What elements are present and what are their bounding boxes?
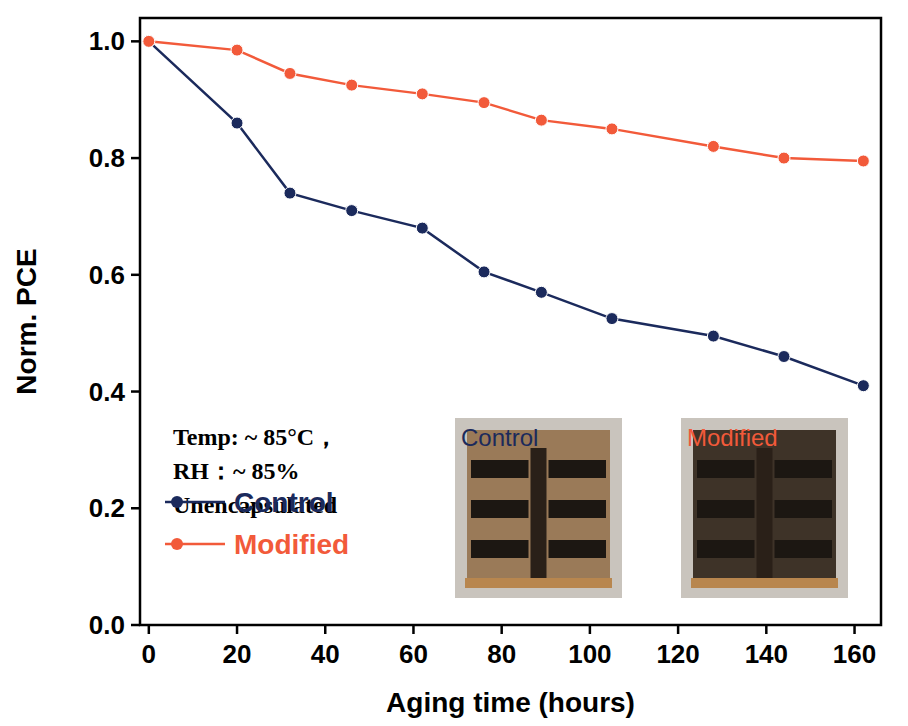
chart: 0.0 0.2 0.4 0.6 0.8 1.0 0 20 40 60 80 100 120 140 160 A… bbox=[0, 0, 908, 726]
series-point bbox=[535, 114, 547, 126]
x-tick-label: 120 bbox=[656, 639, 699, 669]
series-point bbox=[284, 187, 296, 199]
y-tick-label: 0.2 bbox=[89, 493, 125, 523]
inset-photo bbox=[681, 418, 848, 598]
photo-background bbox=[455, 418, 622, 598]
series-point bbox=[231, 117, 243, 129]
x-tick-label: 160 bbox=[833, 639, 876, 669]
photo-electrode bbox=[757, 448, 773, 586]
series-point bbox=[143, 35, 155, 47]
x-tick bbox=[589, 625, 592, 634]
y-tick bbox=[131, 40, 140, 43]
series-point bbox=[346, 205, 358, 217]
legend-label: Control bbox=[234, 487, 334, 518]
x-tick-label: 0 bbox=[142, 639, 156, 669]
photo-electrode bbox=[471, 540, 529, 558]
photo-glass bbox=[467, 430, 610, 586]
y-tick bbox=[131, 624, 140, 627]
inset-photo bbox=[455, 418, 622, 598]
series-point bbox=[606, 313, 618, 325]
series-point bbox=[346, 79, 358, 91]
photo-electrode bbox=[775, 460, 833, 478]
y-tick bbox=[131, 274, 140, 277]
x-tick-label: 60 bbox=[399, 639, 428, 669]
x-tick bbox=[853, 625, 856, 634]
photo-background bbox=[681, 418, 848, 598]
photo-electrode bbox=[775, 500, 833, 518]
photo-electrode bbox=[471, 460, 529, 478]
photo-electrode bbox=[697, 540, 755, 558]
y-tick-label: 0.8 bbox=[89, 143, 125, 173]
x-tick-label: 140 bbox=[745, 639, 788, 669]
series-point bbox=[857, 155, 869, 167]
photo-electrode bbox=[697, 500, 755, 518]
series-point bbox=[478, 97, 490, 109]
x-axis-title: Aging time (hours) bbox=[386, 687, 635, 718]
y-tick-label: 0.6 bbox=[89, 260, 125, 290]
photo-electrode bbox=[531, 448, 547, 586]
photo-electrode bbox=[471, 500, 529, 518]
x-tick-label: 80 bbox=[487, 639, 516, 669]
plot-frame bbox=[140, 18, 881, 625]
series-point bbox=[606, 123, 618, 135]
photo-electrode bbox=[697, 460, 755, 478]
x-tick-label: 40 bbox=[311, 639, 340, 669]
legend: Control Modified bbox=[165, 487, 349, 560]
series-point bbox=[143, 35, 155, 47]
plot-area bbox=[143, 35, 870, 391]
x-tick bbox=[324, 625, 327, 634]
photo-edge bbox=[691, 578, 838, 588]
series-point bbox=[416, 88, 428, 100]
series-point bbox=[535, 286, 547, 298]
annotation: Temp: ~ 85°C， bbox=[173, 424, 338, 450]
x-tick-label: 20 bbox=[223, 639, 252, 669]
photo-electrode bbox=[775, 540, 833, 558]
series-point bbox=[778, 152, 790, 164]
series-point bbox=[231, 44, 243, 56]
x-tick bbox=[765, 625, 768, 634]
x-tick bbox=[500, 625, 503, 634]
legend-label: Modified bbox=[234, 529, 349, 560]
legend-marker bbox=[171, 496, 183, 508]
series-point bbox=[416, 222, 428, 234]
inset-label: Modified bbox=[687, 424, 778, 451]
x-tick bbox=[148, 625, 151, 634]
series-point bbox=[478, 266, 490, 278]
photo-electrode bbox=[549, 540, 607, 558]
series-point bbox=[707, 140, 719, 152]
photo-glass bbox=[693, 430, 836, 586]
photo-edge bbox=[465, 578, 612, 588]
y-tick bbox=[131, 507, 140, 510]
series-line bbox=[149, 41, 864, 385]
x-tick bbox=[412, 625, 415, 634]
series-point bbox=[857, 380, 869, 392]
y-tick-label: 0.0 bbox=[89, 610, 125, 640]
y-axis-title: Norm. PCE bbox=[11, 248, 42, 394]
inset-label: Control bbox=[461, 424, 538, 451]
y-tick bbox=[131, 390, 140, 393]
x-tick bbox=[677, 625, 680, 634]
y-tick-label: 1.0 bbox=[89, 26, 125, 56]
x-tick bbox=[236, 625, 239, 634]
series-point bbox=[778, 351, 790, 363]
x-tick-label: 100 bbox=[568, 639, 611, 669]
photo-electrode bbox=[549, 500, 607, 518]
series-point bbox=[707, 330, 719, 342]
legend-marker bbox=[171, 538, 183, 550]
series-point bbox=[284, 67, 296, 79]
annotation: RH：~ 85% bbox=[173, 458, 299, 484]
y-tick bbox=[131, 157, 140, 160]
y-tick-label: 0.4 bbox=[89, 377, 126, 407]
photo-electrode bbox=[549, 460, 607, 478]
series-line bbox=[149, 41, 864, 161]
